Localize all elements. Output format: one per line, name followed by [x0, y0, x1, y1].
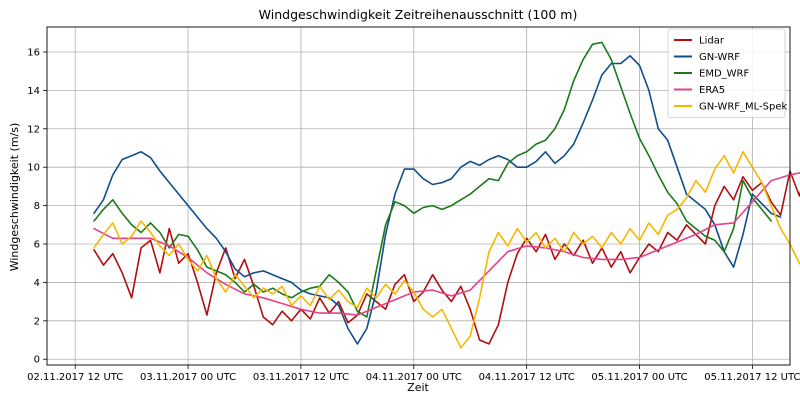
- legend-label-lidar: Lidar: [699, 36, 725, 47]
- y-axis: 0 2 4 6 8 10 12 14 16: [27, 47, 47, 366]
- legend-label-emd-wrf: EMD_WRF: [699, 69, 749, 80]
- legend: Lidar GN-WRF EMD_WRF ERA5 GN-WRF_ML-Spek: [667, 28, 788, 118]
- y-tick-label: 10: [27, 163, 40, 174]
- y-tick-label: 4: [34, 278, 40, 289]
- legend-label-gn-wrf: GN-WRF: [699, 52, 740, 63]
- y-tick-label: 16: [27, 47, 40, 58]
- legend-label-era5: ERA5: [699, 85, 725, 96]
- x-tick-label: 04.11.2017 12 UTC: [479, 372, 575, 383]
- series-line-gn-wrf: [93, 55, 782, 345]
- x-tick-label: 02.11.2017 12 UTC: [27, 372, 123, 383]
- legend-box: [667, 28, 786, 118]
- y-tick-label: 8: [34, 201, 40, 212]
- plot-frame: [46, 26, 791, 366]
- y-tick-label: 12: [27, 124, 40, 135]
- series-line-emd-wrf: [93, 41, 772, 318]
- y-axis-title: Windgeschwindigkeit (m/s): [8, 123, 21, 272]
- y-tick-label: 2: [34, 316, 40, 327]
- y-tick-label: 6: [34, 240, 40, 251]
- series-line-gn-wrf-ml-spek: [93, 151, 800, 349]
- x-axis-title: Zeit: [407, 381, 429, 394]
- y-tick-label: 14: [27, 86, 40, 97]
- x-axis: 02.11.2017 12 UTC 03.11.2017 00 UTC 03.11.…: [27, 365, 800, 383]
- series-layer: [93, 41, 800, 349]
- grid: [47, 27, 790, 365]
- x-tick-label: 04.11.2017 00 UTC: [366, 372, 462, 383]
- x-tick-label: 03.11.2017 00 UTC: [140, 372, 236, 383]
- x-tick-label: 03.11.2017 12 UTC: [253, 372, 349, 383]
- y-tick-label: 0: [34, 355, 40, 366]
- legend-label-gn-wrf-ml-spek: GN-WRF_ML-Spek: [699, 102, 788, 113]
- series-line-era5: [93, 172, 800, 316]
- chart-title: Windgeschwindigkeit Zeitreihenausschnitt…: [259, 7, 578, 22]
- x-tick-label: 05.11.2017 12 UTC: [704, 372, 800, 383]
- series-line-lidar: [93, 170, 800, 345]
- x-tick-label: 05.11.2017 00 UTC: [591, 372, 687, 383]
